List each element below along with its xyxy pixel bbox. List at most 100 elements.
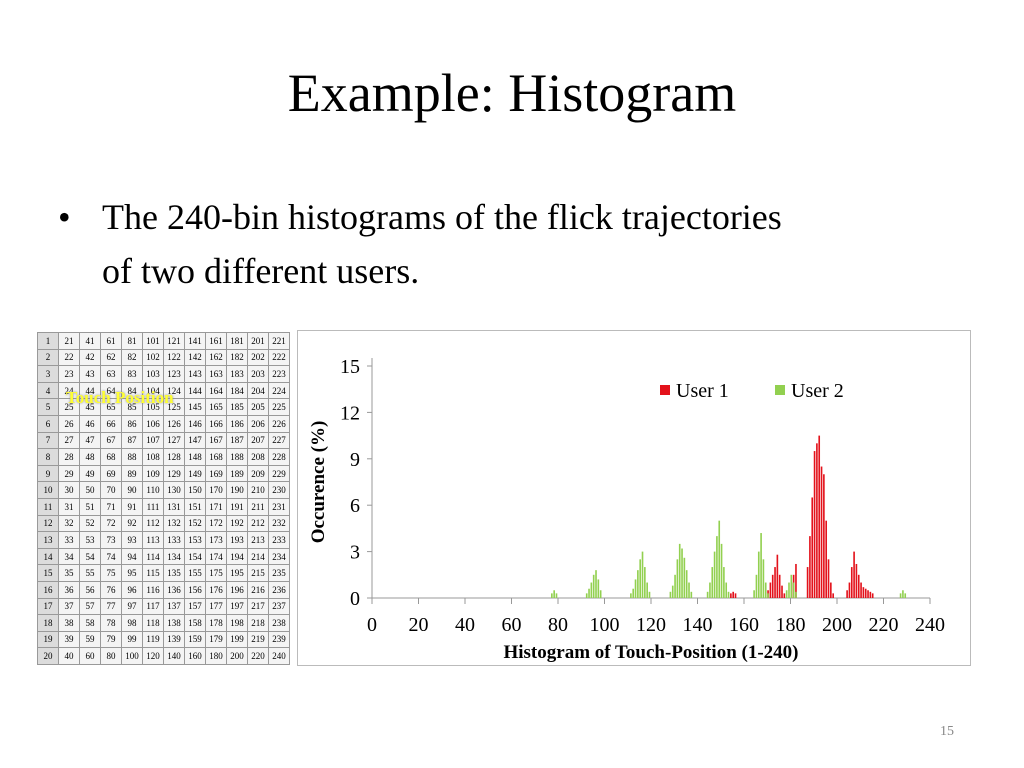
grid-cell: 229: [268, 464, 290, 483]
grid-cell: 53: [79, 531, 101, 549]
grid-cell: 197: [226, 597, 248, 616]
grid-cell: 77: [100, 597, 122, 616]
grid-cell: 128: [163, 448, 185, 466]
histogram-bar: [806, 567, 809, 598]
grid-cell: 240: [268, 647, 290, 665]
grid-cell: 16: [37, 580, 59, 599]
grid-cell: 176: [205, 580, 227, 599]
grid-cell: 126: [163, 414, 185, 433]
grid-cell: 12: [37, 514, 59, 533]
grid-cell: 82: [121, 348, 143, 367]
histogram-bar: [809, 536, 811, 598]
grid-cell: 86: [121, 414, 143, 433]
histogram-bar: [734, 593, 737, 598]
histogram-bar: [644, 567, 646, 598]
histogram-bar: [820, 466, 823, 598]
grid-cell: 107: [142, 431, 164, 450]
grid-cell: 225: [268, 398, 290, 416]
grid-cell: 60: [79, 647, 101, 665]
histogram-bar: [899, 593, 902, 598]
grid-cell: 217: [247, 597, 269, 616]
grid-cell: 219: [247, 630, 269, 649]
y-tick-label: 15: [340, 356, 360, 378]
histogram-bar: [730, 593, 732, 598]
histogram-bar: [590, 582, 593, 598]
grid-cell: 215: [247, 564, 269, 582]
page-number: 15: [940, 724, 954, 739]
histogram-bar: [785, 590, 788, 598]
grid-cell: 29: [58, 464, 80, 483]
grid-row: 1 21 41 61 81 101 121 141 161 181 201 221: [37, 332, 290, 350]
grid-cell: 199: [226, 630, 248, 649]
grid-cell: 226: [268, 414, 290, 433]
grid-cell: 108: [142, 448, 164, 466]
grid-cell: 30: [58, 481, 80, 499]
histogram-bar: [595, 570, 597, 598]
grid-cell: 150: [184, 481, 206, 499]
bullet-line: of two different users.: [102, 251, 420, 291]
histogram-bar: [762, 559, 765, 598]
grid-cell: 189: [226, 464, 248, 483]
grid-cell: 83: [121, 365, 143, 383]
grid-cell: 146: [184, 414, 206, 433]
histogram-bar: [711, 567, 714, 598]
histogram-bar: [830, 582, 832, 598]
grid-cell: 95: [121, 564, 143, 582]
grid-cell: 179: [205, 630, 227, 649]
grid-cell: 170: [205, 481, 227, 499]
grid-cell: 36: [58, 580, 80, 599]
grid-cell: 81: [121, 332, 143, 350]
grid-row: 10 30 50 70 90 110 130 150 170 190 210 230: [37, 481, 290, 499]
grid-cell: 111: [142, 497, 164, 516]
histogram-bar: [860, 582, 862, 598]
y-tick-label: 0: [350, 588, 360, 610]
histogram-bar: [725, 582, 728, 598]
histogram-bar: [588, 588, 590, 598]
histogram-bar: [690, 591, 693, 598]
histogram-bar: [792, 582, 795, 598]
histogram-bar: [639, 559, 642, 598]
grid-cell: 9: [37, 464, 59, 483]
grid-cell: 52: [79, 514, 101, 533]
grid-cell: 129: [163, 464, 185, 483]
grid-cell: 162: [205, 348, 227, 367]
grid-cell: 41: [79, 332, 101, 350]
x-tick-label: 60: [502, 614, 522, 636]
grid-cell: 90: [121, 481, 143, 499]
histogram-bar: [853, 551, 855, 598]
grid-cell: 154: [184, 547, 206, 566]
bullet-list: • The 240-bin histograms of the flick tr…: [58, 190, 782, 298]
histogram-bar: [597, 579, 600, 598]
legend-swatch: [660, 385, 670, 395]
histogram-bar: [781, 585, 783, 598]
position-grid: 1 21 41 61 81 101 121 141 161 181 201 221 2 22 42 62 82 1…: [37, 332, 290, 665]
grid-cell: 35: [58, 564, 80, 582]
grid-cell: 49: [79, 464, 101, 483]
x-tick-label: 180: [776, 614, 806, 636]
histogram-bar: [850, 567, 853, 598]
histogram-bar: [771, 574, 774, 598]
histogram-bar: [755, 574, 758, 598]
grid-cell: 19: [37, 630, 59, 649]
grid-cell: 187: [226, 431, 248, 450]
grid-cell: 113: [142, 531, 164, 549]
grid-cell: 238: [268, 614, 290, 632]
grid-cell: 31: [58, 497, 80, 516]
grid-cell: 7: [37, 431, 59, 450]
grid-cell: 72: [100, 514, 122, 533]
grid-row: 8 28 48 68 88 108 128 148 168 188 208 228: [37, 448, 290, 466]
bullet-line: The 240-bin histograms of the flick traj…: [102, 197, 782, 237]
grid-cell: 157: [184, 597, 206, 616]
grid-cell: 32: [58, 514, 80, 533]
grid-cell: 141: [184, 332, 206, 350]
x-tick-label: 100: [590, 614, 620, 636]
histogram-bar: [732, 591, 735, 598]
grid-cell: 160: [184, 647, 206, 665]
grid-cell: 104: [142, 381, 164, 400]
grid-row: 18 38 58 78 98 118 138 158 178 198 218 238: [37, 614, 290, 632]
histogram-bar: [681, 548, 683, 598]
histogram-bar: [713, 551, 716, 598]
grid-cell: 196: [226, 580, 248, 599]
grid-cell: 42: [79, 348, 101, 367]
